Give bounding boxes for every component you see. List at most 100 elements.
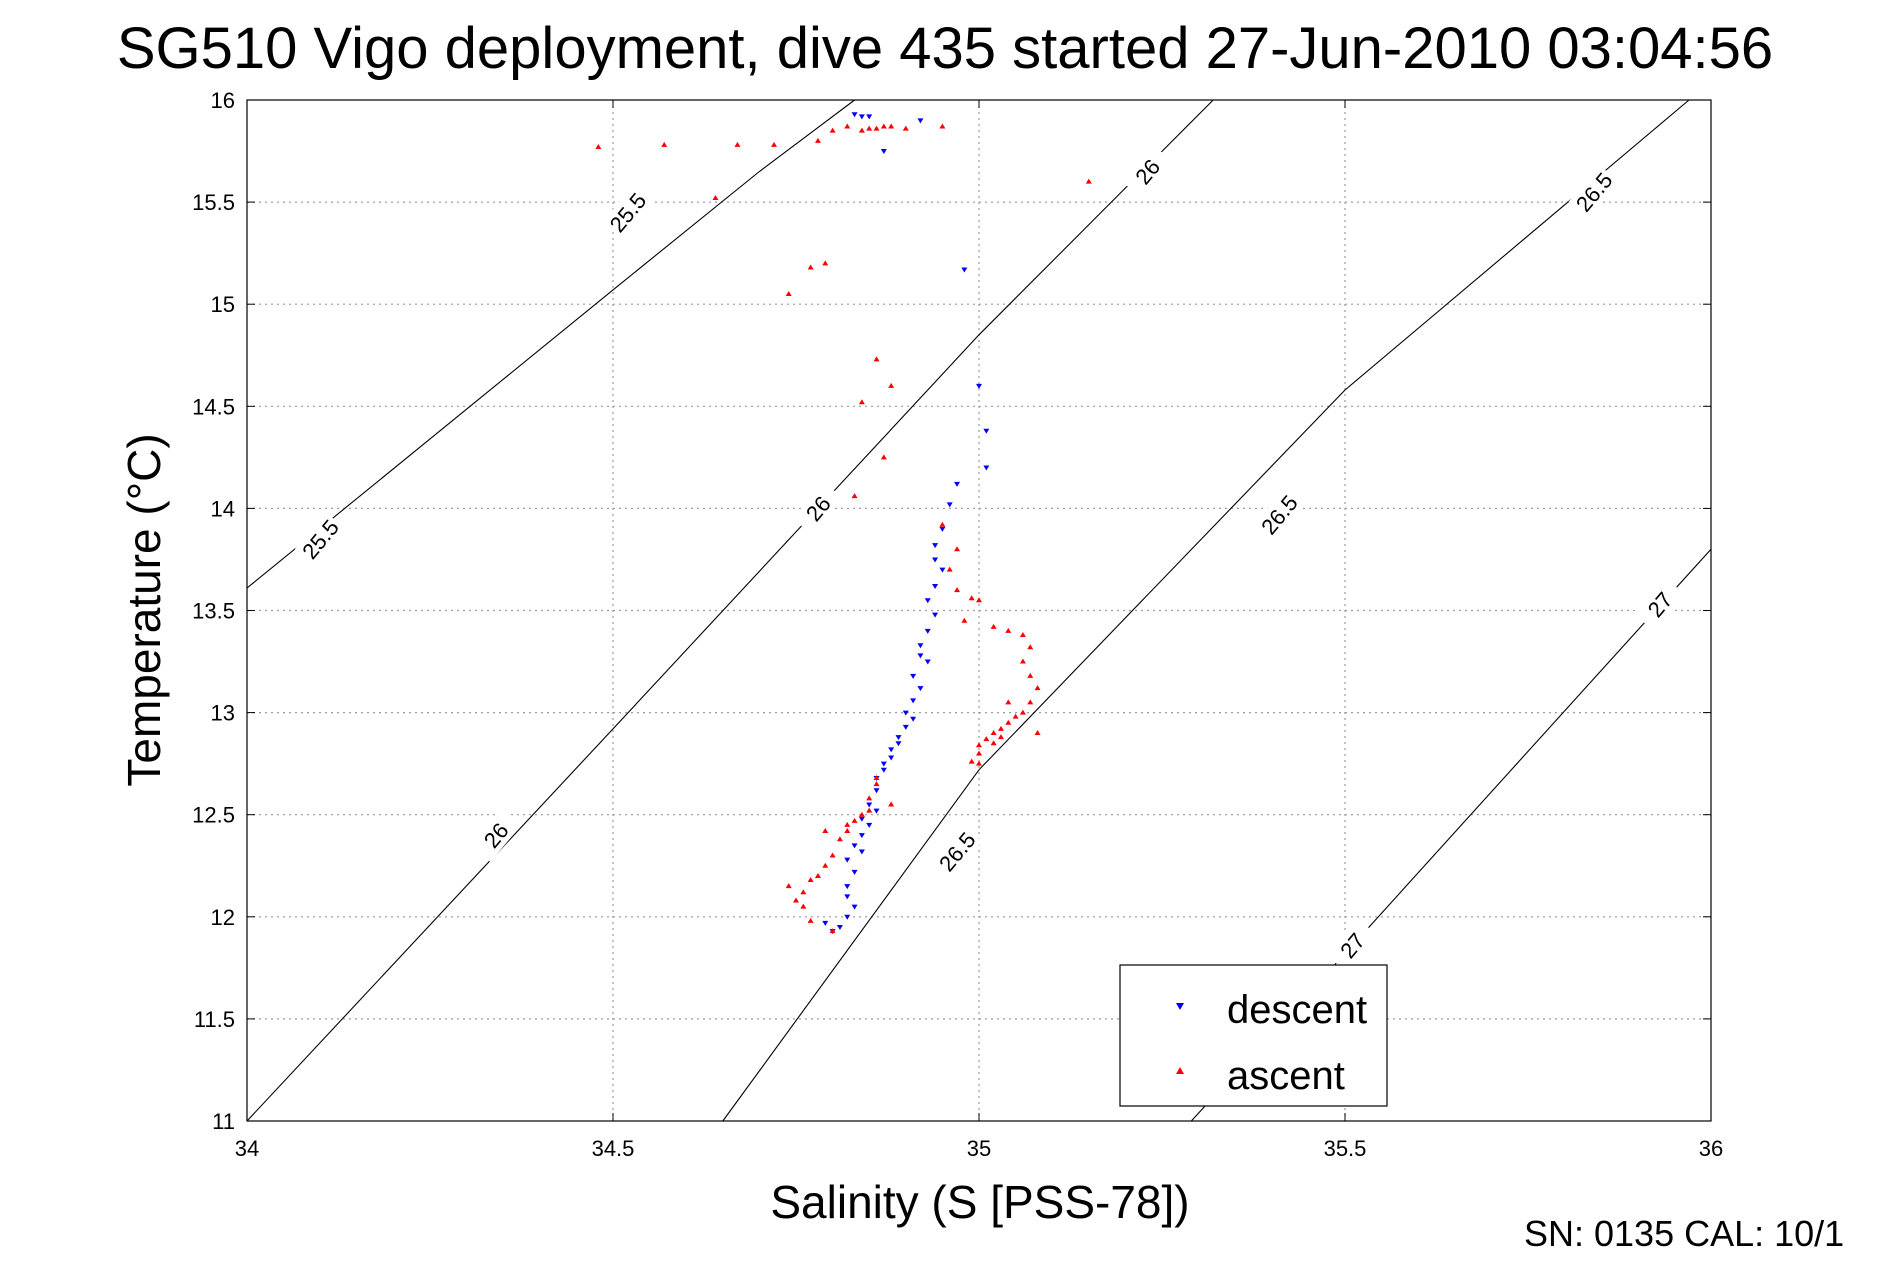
descent-point: [932, 543, 939, 549]
ascent-point: [961, 617, 968, 623]
ascent-point: [983, 736, 990, 742]
density-contour-26: [246, 99, 1214, 1122]
x-tick-label: 34: [235, 1136, 259, 1161]
x-tick-label: 36: [1699, 1136, 1723, 1161]
ascent-point: [800, 889, 807, 895]
ascent-point: [1019, 709, 1026, 715]
descent-point: [851, 112, 858, 118]
ascent-point: [829, 852, 836, 858]
ascent-point: [822, 260, 829, 266]
descent-point: [858, 114, 865, 120]
descent-point: [917, 686, 924, 692]
y-tick-label: 13.5: [192, 599, 235, 624]
ascent-point: [1027, 644, 1034, 650]
ascent-point: [968, 758, 975, 764]
ascent-point: [873, 125, 880, 131]
descent-point: [924, 659, 931, 665]
ascent-point: [712, 195, 719, 201]
ascent-point: [902, 125, 909, 131]
descent-point: [888, 747, 895, 753]
descent-point: [917, 118, 924, 124]
descent-point: [983, 465, 990, 471]
x-axis-label: Salinity (S [PSS-78]): [770, 1176, 1189, 1228]
ascent-point: [858, 127, 865, 133]
grid-lines: [247, 100, 1711, 1121]
ascent-point: [990, 730, 997, 736]
descent-point: [873, 808, 880, 814]
ascent-point: [997, 725, 1004, 731]
density-contour-26.5: [722, 99, 1690, 1122]
descent-point: [902, 710, 909, 716]
ascent-point: [888, 801, 895, 807]
legend-marker-descent: [1176, 1003, 1184, 1010]
descent-point: [932, 557, 939, 563]
legend-marker-ascent: [1176, 1067, 1184, 1074]
ascent-point: [822, 862, 829, 868]
descent-point: [866, 802, 873, 808]
descent-point: [822, 920, 829, 926]
ascent-point: [976, 597, 982, 603]
ascent-point: [807, 917, 814, 923]
ascent-point: [976, 750, 982, 756]
ascent-point: [785, 883, 792, 889]
ascent-point: [829, 127, 836, 133]
descent-point: [844, 894, 851, 900]
x-tick-label: 35.5: [1324, 1136, 1367, 1161]
ascent-point: [851, 817, 858, 823]
contour-label-bg: [1326, 918, 1378, 973]
ascent-point: [1027, 699, 1034, 705]
descent-point: [866, 822, 873, 828]
ascent-point: [785, 290, 792, 296]
ascent-point: [976, 742, 982, 748]
ascent-point: [814, 872, 821, 878]
descent-point: [880, 761, 887, 767]
ascent-point: [595, 143, 602, 149]
descent-point: [858, 849, 865, 855]
descent-point: [836, 925, 843, 931]
ascent-point: [844, 828, 851, 834]
ascent-point: [968, 595, 975, 601]
ascent-point: [1019, 632, 1026, 638]
ascent-point: [1027, 672, 1034, 678]
descent-point: [880, 767, 887, 773]
ascent-point: [990, 740, 997, 746]
descent-point: [932, 612, 939, 618]
y-tick-label: 13: [211, 701, 235, 726]
ascent-point: [822, 828, 829, 834]
contour-label-bg: [1568, 165, 1620, 219]
ascent-point: [939, 521, 946, 527]
y-axis-ticks: 11 11.5 12 12.5 13 13.5 14 14.5 15 15.5 16: [192, 88, 1711, 1134]
descent-point: [844, 884, 851, 890]
ascent-point: [888, 382, 895, 388]
descent-point: [939, 567, 946, 573]
ascent-point: [873, 774, 880, 780]
ascent-point: [866, 807, 873, 813]
ascent-point: [1005, 719, 1012, 725]
ascent-point: [844, 123, 851, 129]
ascent-point: [814, 137, 821, 143]
descent-point: [946, 502, 953, 508]
footnote-serial-cal: SN: 0135 CAL: 10/1: [1524, 1213, 1844, 1254]
y-tick-label: 15.5: [192, 190, 235, 215]
legend-label-ascent: ascent: [1227, 1054, 1345, 1098]
ascent-point: [880, 123, 887, 129]
x-axis-ticks: 34 34.5 35 35.5 36: [235, 100, 1723, 1161]
descent-point: [873, 788, 880, 794]
ascent-point: [866, 125, 873, 131]
legend: descent ascent: [1119, 964, 1388, 1107]
ascent-point: [807, 877, 814, 883]
ascent-point: [946, 566, 953, 572]
descent-point: [924, 598, 931, 604]
ascent-point: [844, 821, 851, 827]
ascent-point: [1034, 685, 1041, 691]
contour-label-bg: [294, 512, 346, 566]
ascent-point: [858, 811, 865, 817]
ascent-point: [858, 399, 865, 405]
y-axis-label: Temperature (°C): [118, 433, 170, 786]
descent-point: [851, 904, 858, 910]
ascent-point: [939, 123, 946, 129]
descent-point: [939, 526, 946, 532]
ascent-point: [807, 264, 814, 270]
